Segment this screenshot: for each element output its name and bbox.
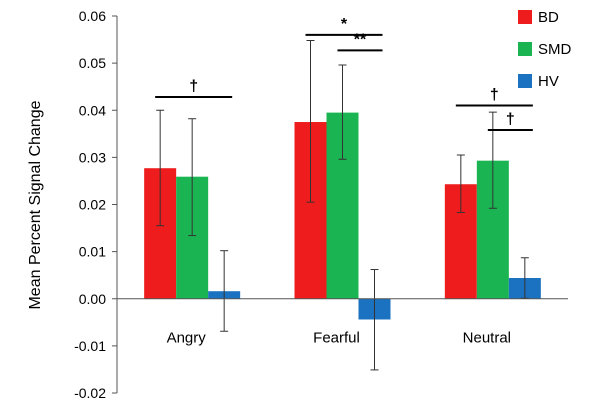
y-tick-label: -0.01 [74, 338, 106, 354]
legend-label-smd: SMD [538, 41, 572, 58]
legend-swatch-hv [518, 74, 532, 88]
y-tick-label: -0.02 [74, 385, 106, 401]
y-tick-label: 0.01 [79, 244, 106, 260]
significance-marker: † [189, 78, 198, 95]
significance-marker: † [490, 87, 499, 104]
x-category-label: Angry [167, 330, 207, 347]
y-tick-label: 0.00 [79, 291, 106, 307]
significance-marker: † [506, 111, 515, 128]
y-tick-label: 0.02 [79, 197, 106, 213]
x-category-label: Fearful [313, 330, 360, 347]
legend-label-bd: BD [538, 9, 559, 26]
y-tick-label: 0.03 [79, 149, 106, 165]
y-tick-label: 0.04 [79, 102, 106, 118]
y-tick-label: 0.06 [79, 8, 106, 24]
significance-marker: * [341, 16, 348, 33]
legend-swatch-smd [518, 42, 532, 56]
x-category-label: Neutral [463, 330, 511, 347]
y-axis-label: Mean Percent Signal Change [27, 100, 44, 309]
y-tick-label: 0.05 [79, 55, 106, 71]
legend-label-hv: HV [538, 73, 559, 90]
legend-swatch-bd [518, 10, 532, 24]
significance-marker: ** [354, 31, 367, 48]
